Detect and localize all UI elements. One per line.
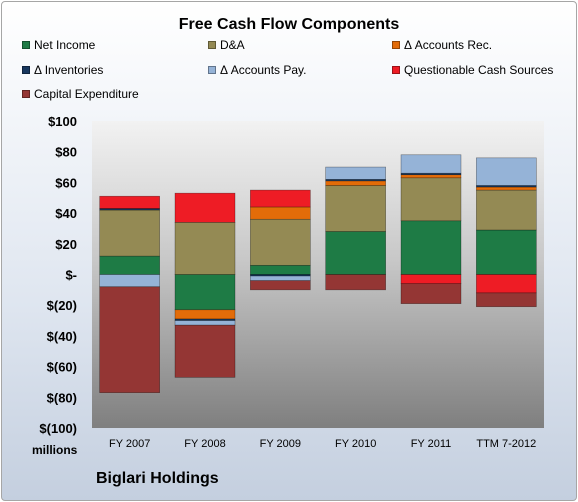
plot-area [92, 121, 544, 428]
y-tick-label: $20 [55, 237, 77, 252]
bar-segment [476, 274, 537, 294]
bar-segment [99, 195, 160, 209]
bar-segment [99, 274, 160, 288]
legend-swatch [392, 41, 400, 49]
bar-segment [400, 220, 462, 275]
bar-segment [99, 209, 160, 257]
y-tick-label: $(80) [47, 390, 77, 405]
company-name: Biglari Holdings [96, 470, 219, 487]
legend-swatch [208, 66, 216, 74]
bar-segment [325, 231, 386, 275]
legend-item: Δ Accounts Pay. [208, 63, 307, 77]
bar-segment [325, 180, 386, 186]
bar-segment [174, 309, 236, 320]
y-tick-label: $(100) [39, 421, 77, 436]
legend-label: Δ Accounts Pay. [220, 63, 307, 77]
x-tick-label: FY 2007 [109, 438, 150, 450]
y-tick-label: $100 [48, 114, 77, 129]
legend-label: Capital Expenditure [34, 87, 139, 101]
x-tick-label: FY 2009 [260, 438, 301, 450]
y-tick-label: $(20) [47, 298, 77, 313]
bar-segment [174, 324, 236, 378]
legend-label: D&A [220, 38, 245, 52]
bar-segment [250, 206, 311, 220]
x-tick-label: FY 2011 [411, 438, 452, 450]
legend-item: Δ Inventories [22, 63, 103, 77]
bar-segment [476, 229, 537, 275]
y-tick-label: $(40) [47, 329, 77, 344]
bar-segment [400, 154, 462, 174]
bar-segment [325, 185, 386, 232]
bar-segment [99, 286, 160, 393]
legend-label: Δ Inventories [34, 63, 104, 77]
bar-segment [476, 189, 537, 231]
y-tick-label: $60 [55, 175, 77, 190]
y-tick-label: $40 [55, 206, 77, 221]
x-tick-label: FY 2010 [335, 438, 376, 450]
legend-swatch [208, 41, 216, 49]
bar-segment [476, 292, 537, 308]
x-axis-ticks: FY 2007 FY 2008 FY 2009 FY 2010 FY 2011 TTM 7… [109, 438, 536, 450]
bar-segment [476, 186, 537, 191]
y-axis-ticks: $100 $80 $60 $40 $20 $- $(20) $(40) $(60) $(80) $(… [39, 114, 77, 436]
chart-title: Free Cash Flow Components [178, 16, 400, 33]
bar-segment [400, 174, 462, 179]
bar-segment [325, 274, 386, 291]
bar-segment [250, 280, 311, 291]
x-tick-label: TTM 7-2012 [476, 438, 536, 450]
legend-item: Questionable Cash Sources [392, 63, 553, 77]
legend-swatch [22, 41, 30, 49]
x-tick-label: FY 2008 [184, 438, 225, 450]
bar-segment [400, 274, 462, 285]
y-tick-label: $80 [55, 145, 77, 160]
legend-label: Net Income [34, 38, 96, 52]
bar-segment [250, 275, 311, 281]
legend-swatch [392, 66, 400, 74]
legend-item: Capital Expenditure [22, 87, 139, 101]
y-tick-label: $(60) [47, 360, 77, 375]
bar-segment [476, 157, 537, 186]
legend-item: D&A [208, 38, 245, 52]
legend-label: Questionable Cash Sources [404, 63, 554, 77]
bar-segment [174, 192, 236, 223]
bar-segment [99, 255, 160, 275]
legend-swatch [22, 66, 30, 74]
legend-item: Net Income [22, 38, 95, 52]
y-axis-units-label: millions [32, 443, 78, 457]
y-tick-label: $- [65, 268, 77, 283]
bar-segment [250, 218, 311, 266]
bar-segment [400, 283, 462, 304]
bars [99, 154, 537, 393]
bar-segment [174, 222, 236, 275]
bar-segment [174, 320, 236, 326]
bar-segment [400, 177, 462, 222]
legend-label: Δ Accounts Rec. [404, 38, 493, 52]
bar-segment [174, 274, 236, 311]
legend-item: Δ Accounts Rec. [392, 38, 492, 52]
bar-segment [325, 166, 386, 180]
legend-swatch [22, 90, 30, 98]
bar-segment [250, 264, 311, 275]
bar-segment [250, 189, 311, 208]
